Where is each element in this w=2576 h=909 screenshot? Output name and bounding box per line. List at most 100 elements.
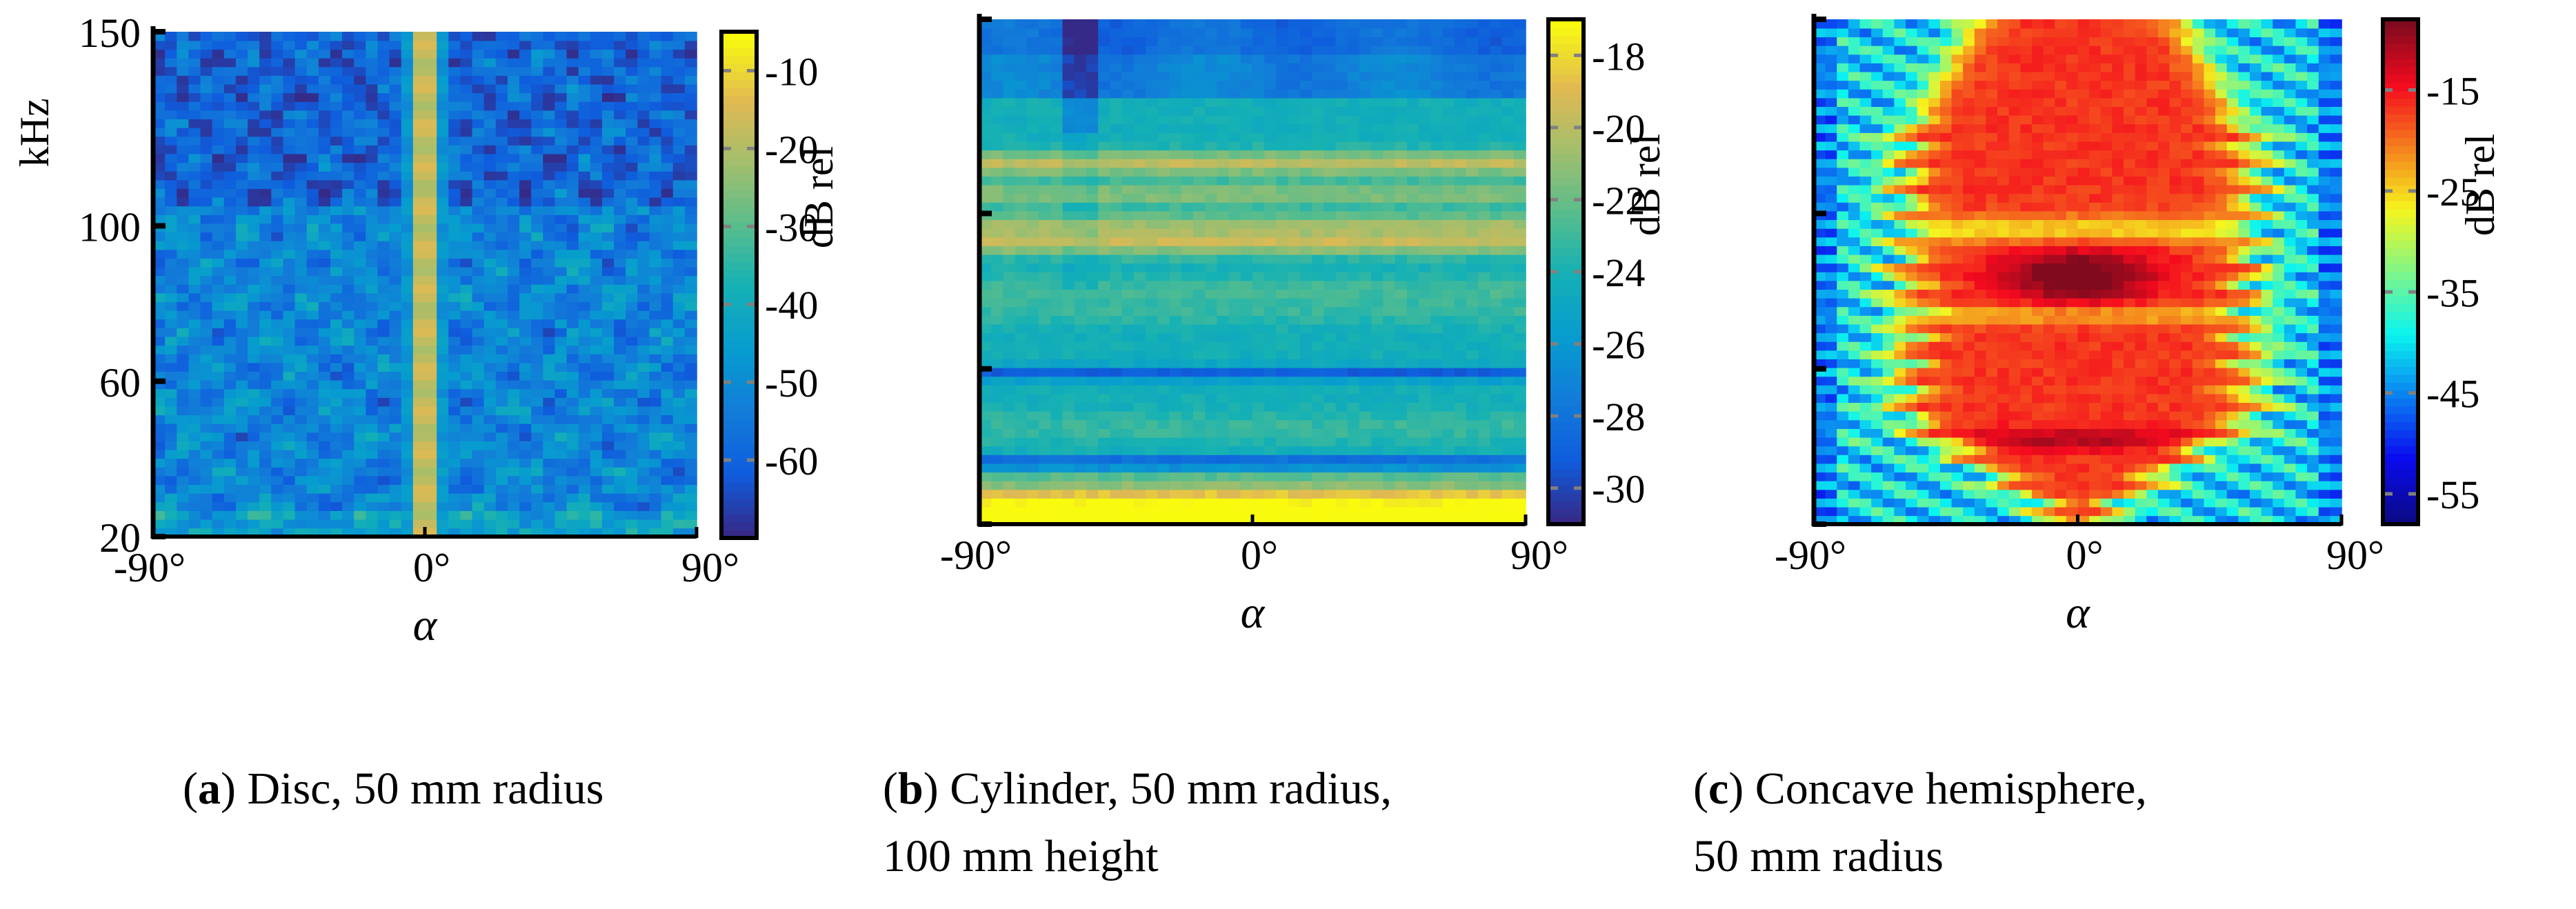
heatmap-cell: [1359, 367, 1372, 377]
heatmap-cell: [1324, 350, 1337, 360]
heatmap-cell: [1181, 402, 1194, 412]
heatmap-cell: [991, 202, 1004, 212]
heatmap-cell: [1003, 297, 1016, 308]
heatmap-cell: [614, 275, 627, 285]
x-axis-label: α: [413, 600, 438, 650]
heatmap-cell: [1228, 45, 1241, 55]
heatmap-cell: [448, 353, 461, 363]
heatmap-cell: [1026, 315, 1039, 325]
heatmap-cell: [1217, 19, 1230, 29]
heatmap-cell: [1228, 37, 1241, 46]
heatmap-cell: [177, 136, 190, 146]
heatmap-cell: [1359, 141, 1372, 151]
heatmap-cell: [425, 519, 437, 529]
heatmap-cell: [519, 467, 532, 477]
heatmap-cell: [318, 414, 331, 424]
heatmap-cell: [200, 57, 213, 68]
heatmap-cell: [1276, 150, 1289, 159]
heatmap-cell: [212, 319, 225, 328]
heatmap-cell: [1276, 184, 1289, 194]
heatmap-cell: [342, 127, 355, 137]
heatmap-cell: [1205, 158, 1218, 168]
heatmap-cell: [1074, 350, 1087, 360]
heatmap-cell: [578, 101, 591, 111]
heatmap-cell: [1205, 419, 1218, 429]
heatmap-cell: [425, 467, 437, 477]
heatmap-cell: [188, 57, 201, 68]
heatmap-cell: [1098, 246, 1111, 255]
heatmap-cell: [1192, 97, 1206, 108]
heatmap-cell: [979, 446, 992, 455]
heatmap-cell: [991, 19, 1004, 29]
heatmap-cell: [1406, 71, 1419, 81]
heatmap-cell: [1181, 106, 1194, 116]
heatmap-cell: [1217, 306, 1230, 316]
heatmap-cell: [448, 188, 461, 198]
heatmap-cell: [306, 310, 319, 320]
heatmap-cell: [1133, 45, 1146, 55]
heatmap-cell: [377, 458, 390, 468]
heatmap-cell: [389, 284, 402, 294]
heatmap-cell: [354, 162, 367, 172]
heatmap-cell: [248, 441, 260, 450]
heatmap-cell: [979, 106, 992, 116]
heatmap-cell: [495, 119, 508, 128]
heatmap-cell: [1312, 176, 1325, 186]
heatmap-cell: [472, 266, 485, 277]
heatmap-cell: [1098, 506, 1111, 517]
heatmap-cell: [412, 240, 426, 250]
heatmap-cell: [991, 237, 1004, 246]
heatmap-cell: [294, 353, 308, 363]
heatmap-cell: [306, 214, 319, 224]
heatmap-cell: [1039, 97, 1052, 108]
heatmap-cell: [601, 519, 615, 529]
heatmap-cell: [1347, 498, 1360, 508]
heatmap-cell: [412, 432, 426, 441]
heatmap-cell: [401, 319, 414, 328]
heatmap-cell: [614, 510, 627, 520]
heatmap-cell: [1169, 219, 1182, 229]
heatmap-cell: [979, 315, 992, 325]
heatmap-cell: [448, 458, 461, 468]
heatmap-cell: [626, 397, 639, 407]
heatmap-cell: [1192, 254, 1206, 264]
heatmap-cell: [342, 362, 355, 372]
heatmap-cell: [283, 92, 296, 102]
heatmap-cell: [366, 292, 379, 303]
heatmap-cell: [991, 489, 1004, 499]
heatmap-cell: [495, 153, 508, 163]
heatmap-cell: [1039, 80, 1052, 90]
heatmap-cell: [1098, 19, 1111, 29]
heatmap-cell: [1050, 176, 1064, 186]
heatmap-cell: [1026, 410, 1039, 421]
heatmap-cell: [460, 214, 473, 224]
heatmap-cell: [1121, 498, 1135, 508]
heatmap-cell: [1240, 28, 1253, 38]
heatmap-cell: [318, 492, 331, 503]
heatmap-cell: [235, 345, 248, 354]
heatmap-cell: [1299, 428, 1312, 438]
heatmap-cell: [366, 49, 379, 59]
heatmap-cell: [578, 188, 591, 198]
heatmap-cell: [1419, 463, 1432, 473]
heatmap-cell: [437, 501, 450, 511]
heatmap-cell: [472, 258, 485, 268]
heatmap-cell: [979, 158, 992, 168]
heatmap-cell: [649, 345, 662, 354]
heatmap-cell: [401, 458, 414, 468]
heatmap-cell: [1121, 385, 1135, 394]
heatmap-cell: [223, 292, 237, 303]
heatmap-cell: [590, 110, 603, 120]
heatmap-cell: [212, 57, 225, 68]
heatmap-cell: [684, 467, 697, 477]
heatmap-cell: [1205, 88, 1218, 99]
heatmap-cell: [271, 475, 284, 486]
heatmap-cell: [460, 275, 473, 285]
heatmap-cell: [283, 162, 296, 172]
heatmap-cell: [354, 328, 367, 337]
heatmap-cell: [1062, 228, 1075, 238]
heatmap-cell: [1430, 359, 1444, 368]
heatmap-cell: [1146, 54, 1159, 63]
heatmap-cell: [366, 501, 379, 511]
heatmap-cell: [555, 449, 568, 459]
